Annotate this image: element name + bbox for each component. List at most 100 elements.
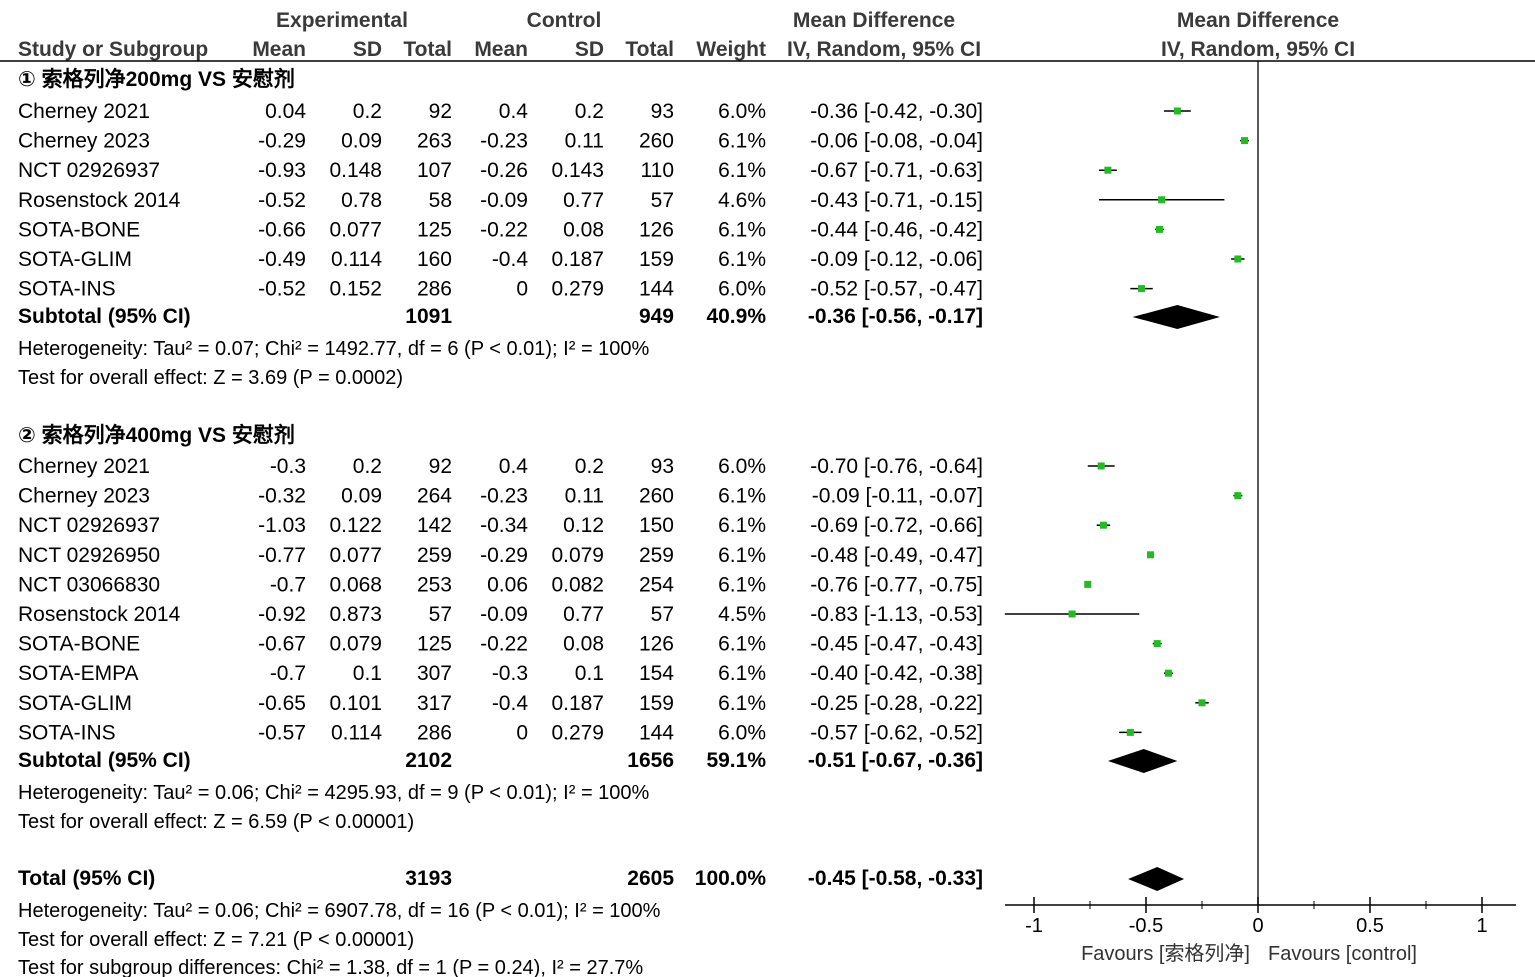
point-estimate [1234, 255, 1242, 263]
ctl-mean: 0.4 [499, 455, 529, 478]
ctl-total: 93 [651, 455, 674, 478]
ctl-mean: -0.26 [480, 159, 528, 182]
study-name: Cherney 2023 [18, 485, 150, 508]
ctl-total: 144 [639, 721, 674, 744]
ci-text: -0.09 [-0.11, -0.07] [812, 485, 983, 508]
weight: 4.5% [718, 603, 766, 626]
ctl-total: 57 [651, 603, 674, 626]
weight: 6.1% [718, 159, 766, 182]
x-tick-label: -0.5 [1129, 915, 1163, 937]
ctl-sd: 0.279 [551, 278, 604, 301]
exp-sd: 0.09 [341, 485, 382, 508]
ctl-mean: -0.4 [492, 692, 529, 715]
study-name: Cherney 2023 [18, 130, 150, 153]
ctl-total: 159 [639, 692, 674, 715]
exp-sd: 0.2 [353, 100, 382, 123]
x-tick-label: 1 [1476, 915, 1487, 937]
ci-text: -0.76 [-0.77, -0.75] [810, 573, 983, 596]
ctl-sd: 0.143 [551, 159, 604, 182]
ci-text: -0.52 [-0.57, -0.47] [810, 278, 983, 301]
ctl-sd: 0.187 [551, 248, 604, 271]
exp-total: 253 [417, 573, 452, 596]
ctl-sd: 0.08 [563, 218, 604, 241]
study-name: Cherney 2021 [18, 100, 150, 123]
heterogeneity-text: Heterogeneity: Tau² = 0.06; Chi² = 4295.… [18, 782, 650, 804]
subtotal-weight: 59.1% [706, 749, 766, 772]
header-control: Control [527, 9, 602, 32]
ci-text: -0.09 [-0.12, -0.06] [810, 248, 983, 271]
point-estimate [1084, 580, 1092, 588]
header-plot-method: IV, Random, 95% CI [1161, 38, 1355, 61]
point-estimate [1155, 225, 1163, 233]
ci-text: -0.69 [-0.72, -0.66] [810, 514, 983, 537]
header-ctl-total: Total [625, 38, 674, 61]
point-estimate [1153, 640, 1161, 648]
exp-total: 57 [429, 603, 452, 626]
exp-sd: 0.114 [331, 248, 382, 271]
study-name: Rosenstock 2014 [18, 603, 181, 626]
header-experimental: Experimental [276, 9, 408, 32]
study-name: NCT 02926937 [18, 514, 160, 537]
header-method: IV, Random, 95% CI [787, 38, 981, 61]
ctl-mean: -0.09 [480, 603, 528, 626]
ctl-sd: 0.079 [551, 544, 604, 567]
point-estimate [1198, 699, 1206, 707]
exp-sd: 0.873 [329, 603, 382, 626]
exp-sd: 0.114 [331, 721, 382, 744]
ctl-sd: 0.11 [565, 485, 604, 508]
exp-mean: -0.66 [258, 218, 306, 241]
ci-text: -0.40 [-0.42, -0.38] [810, 662, 983, 685]
exp-total: 286 [417, 278, 452, 301]
point-estimate [1146, 551, 1154, 559]
exp-mean: -0.7 [270, 573, 306, 596]
ctl-total: 260 [639, 130, 674, 153]
subgroup-differences-text: Test for subgroup differences: Chi² = 1.… [18, 957, 643, 977]
ci-text: -0.67 [-0.71, -0.63] [810, 159, 983, 182]
study-name: SOTA-BONE [18, 218, 140, 241]
header-ctl-sd: SD [575, 38, 604, 61]
favours-right-label: Favours [control] [1268, 943, 1417, 965]
header-ctl-mean: Mean [474, 38, 528, 61]
exp-total: 263 [417, 130, 452, 153]
ci-text: -0.48 [-0.49, -0.47] [810, 544, 983, 567]
ctl-mean: -0.4 [492, 248, 529, 271]
point-estimate [1126, 728, 1134, 736]
exp-sd: 0.122 [329, 514, 382, 537]
ctl-total: 57 [651, 189, 674, 212]
exp-sd: 0.068 [329, 573, 382, 596]
ctl-mean: 0 [516, 721, 528, 744]
ctl-mean: -0.23 [480, 485, 528, 508]
point-estimate [1241, 137, 1249, 145]
weight: 6.1% [718, 662, 766, 685]
ctl-total: 150 [639, 514, 674, 537]
ctl-total: 126 [639, 218, 674, 241]
ctl-sd: 0.11 [565, 130, 604, 153]
subtotal-ci-text: -0.36 [-0.56, -0.17] [808, 305, 983, 328]
ctl-sd: 0.12 [563, 514, 604, 537]
exp-total: 125 [417, 218, 452, 241]
exp-sd: 0.101 [329, 692, 382, 715]
heterogeneity-text: Heterogeneity: Tau² = 0.07; Chi² = 1492.… [18, 338, 650, 360]
ci-text: -0.45 [-0.47, -0.43] [810, 633, 983, 656]
exp-total: 58 [429, 189, 452, 212]
header-exp-mean: Mean [252, 38, 306, 61]
ci-text: -0.25 [-0.28, -0.22] [810, 692, 983, 715]
header-weight: Weight [696, 38, 766, 61]
weight: 6.0% [718, 455, 766, 478]
point-estimate [1164, 669, 1172, 677]
exp-mean: -0.52 [258, 278, 306, 301]
x-tick-label: -1 [1025, 915, 1043, 937]
subtotal-ci-text: -0.51 [-0.67, -0.36] [808, 749, 983, 772]
overall-effect-text: Test for overall effect: Z = 3.69 (P = 0… [18, 367, 403, 389]
point-estimate [1068, 610, 1076, 618]
ctl-mean: -0.3 [492, 662, 528, 685]
exp-mean: -0.57 [258, 721, 306, 744]
exp-total: 317 [417, 692, 452, 715]
x-tick-label: 0.5 [1356, 915, 1384, 937]
subtotal-exp-total: 1091 [405, 305, 452, 328]
ci-text: -0.44 [-0.46, -0.42] [810, 218, 983, 241]
point-estimate [1104, 166, 1112, 174]
exp-mean: -0.29 [258, 130, 306, 153]
weight: 6.0% [718, 721, 766, 744]
